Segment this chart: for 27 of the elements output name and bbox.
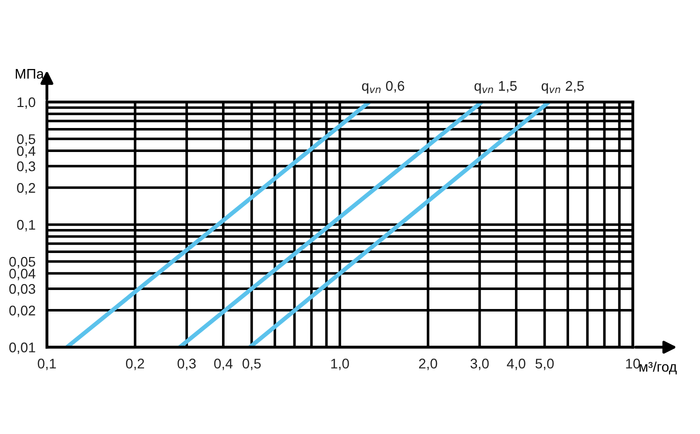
x-tick-label: 0,1 — [38, 358, 56, 370]
x-axis-title: м³/год — [640, 362, 677, 374]
y-tick-label: 0,1 — [17, 220, 36, 232]
y-tick-label: 0,02 — [9, 306, 36, 318]
y-tick-label: 0,4 — [17, 146, 36, 158]
y-tick-label: 0,03 — [9, 284, 36, 296]
y-axis-title: МПа — [16, 69, 44, 79]
y-tick-label: 0,04 — [9, 268, 36, 280]
x-tick-label: 3,0 — [470, 358, 489, 370]
y-tick-label: 0,5 — [17, 134, 36, 146]
x-tick-label: 0,3 — [178, 358, 196, 370]
y-tick-label: 0,2 — [17, 183, 36, 194]
x-tick-label: 0,2 — [126, 358, 144, 370]
x-tick-label: 0,4 — [214, 358, 233, 370]
y-tick-label: 1,0 — [18, 97, 36, 109]
x-tick-label: 4,0 — [506, 358, 526, 370]
x-tick-label: 5,0 — [536, 358, 554, 370]
series-label: q$_{vn}$ 1,5 — [474, 81, 517, 94]
y-tick-label: 0,01 — [9, 342, 36, 354]
y-tick-label: 0,05 — [9, 256, 36, 268]
x-tick-label: 2,0 — [419, 358, 438, 370]
x-tick-label: 1,0 — [331, 358, 349, 370]
series-label: q$_{vn}$ 2,5 — [542, 81, 584, 94]
y-tick-label: 0,3 — [17, 161, 36, 173]
x-tick-label: 0,5 — [242, 358, 261, 370]
series-label: q$_{vn}$ 0,6 — [362, 81, 404, 94]
x-tick-label: 10 — [626, 358, 640, 369]
